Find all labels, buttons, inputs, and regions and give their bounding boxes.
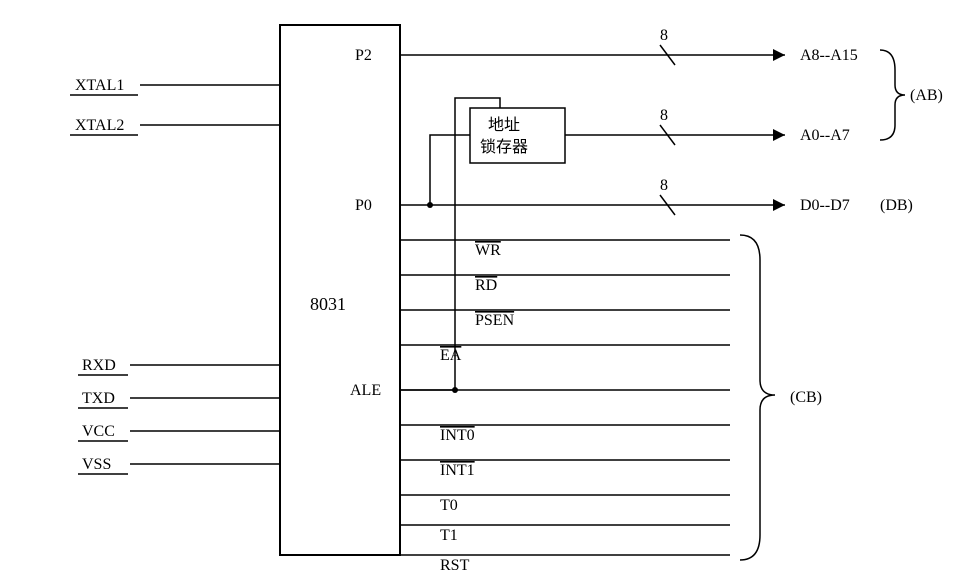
- t0-label: T0: [440, 497, 458, 514]
- latch-width: 8: [660, 107, 668, 124]
- p0-width: 8: [660, 177, 668, 194]
- db-label: (DB): [880, 197, 913, 214]
- int1-label: INT1: [440, 462, 475, 479]
- p0-arrow: [773, 199, 785, 211]
- rd-label: RD: [475, 277, 497, 294]
- p2-bus-label: A8--A15: [800, 47, 858, 64]
- latch-line2: 锁存器: [480, 138, 528, 156]
- pin-xtal1-label: XTAL1: [75, 77, 124, 94]
- p0-bus-label: D0--D7: [800, 197, 850, 214]
- pin-p2-label: P2: [355, 47, 372, 64]
- ab-brace: [880, 50, 905, 140]
- psen-label: PSEN: [475, 312, 515, 329]
- ab-label: (AB): [910, 87, 943, 104]
- cb-brace: [740, 235, 775, 560]
- pin-xtal2-label: XTAL2: [75, 117, 124, 134]
- ea-label: EA: [440, 347, 462, 364]
- chip-label: 8031: [310, 294, 346, 314]
- pin-vss-label: VSS: [82, 456, 111, 473]
- p2-width: 8: [660, 27, 668, 44]
- pin-vcc-label: VCC: [82, 423, 115, 440]
- t1-label: T1: [440, 527, 458, 544]
- latch-line1: 地址: [488, 116, 520, 134]
- chip-8031: [280, 25, 400, 555]
- pin-rxd-label: RXD: [82, 357, 116, 374]
- pin-ale-label: ALE: [350, 382, 381, 399]
- p2-arrow: [773, 49, 785, 61]
- wr-label: WR: [475, 242, 501, 259]
- pin-p0-label: P0: [355, 197, 372, 214]
- rst-label: RST: [440, 557, 470, 574]
- p0-to-latch: [430, 135, 470, 205]
- int0-label: INT0: [440, 427, 475, 444]
- diagram-root: 8031 XTAL1 XTAL2 RXD TXD VCC VSS P2 8 A8…: [0, 0, 963, 587]
- cb-label: (CB): [790, 389, 822, 406]
- latch-bus-label: A0--A7: [800, 127, 850, 144]
- latch-arrow: [773, 129, 785, 141]
- pin-txd-label: TXD: [82, 390, 115, 407]
